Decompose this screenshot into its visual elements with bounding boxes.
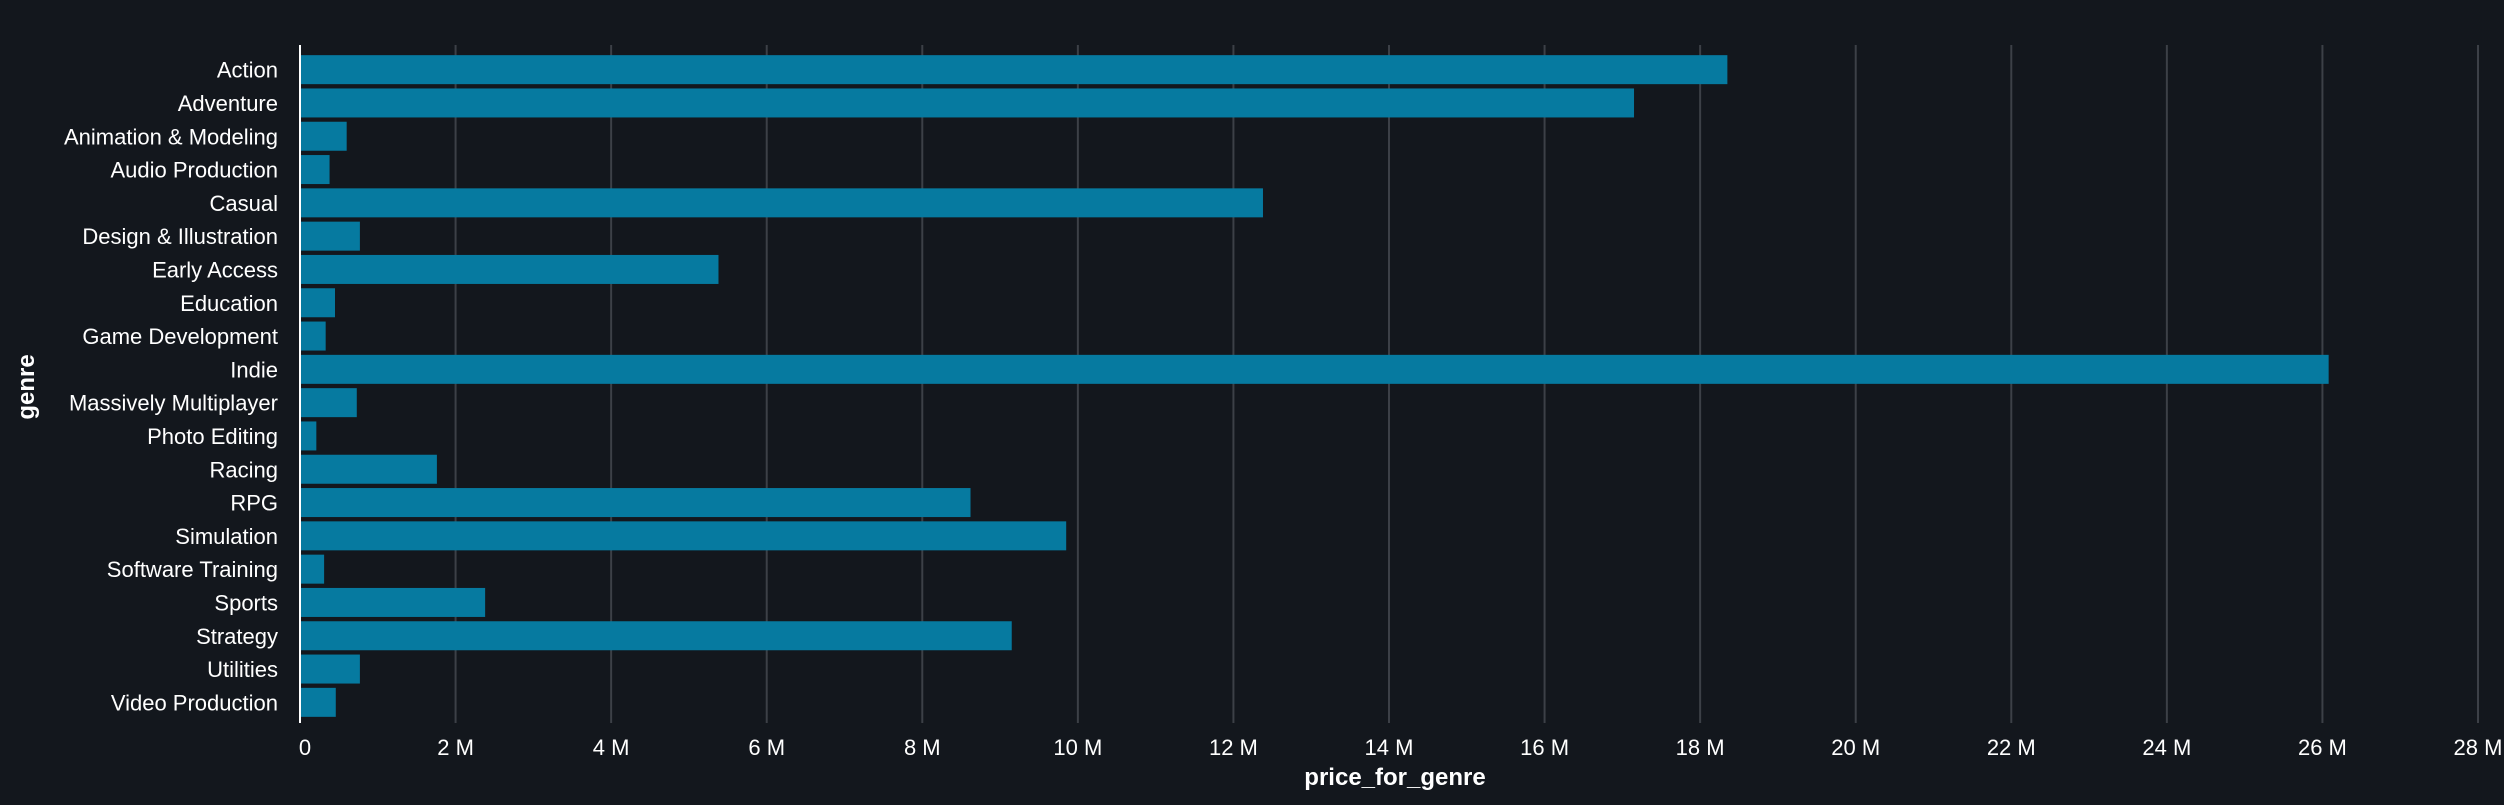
x-tick-label: 12 M bbox=[1209, 735, 1258, 760]
category-label: Massively Multiplayer bbox=[69, 391, 278, 416]
category-label: Utilities bbox=[207, 657, 278, 682]
bar bbox=[300, 554, 325, 584]
bar-layer bbox=[300, 55, 2329, 717]
x-tick-label: 16 M bbox=[1520, 735, 1569, 760]
x-tick-label: 14 M bbox=[1365, 735, 1414, 760]
bar bbox=[300, 188, 1263, 218]
bar bbox=[300, 321, 326, 351]
x-tick-labels: 0 2 M 4 M 6 M 8 M 10 M 12 M 14 M 16 M 18 M 20 M 22 … bbox=[299, 735, 2503, 760]
bar bbox=[300, 354, 2329, 384]
bar bbox=[300, 654, 360, 684]
y-axis-title: genre bbox=[13, 354, 40, 419]
x-axis-title: price_for_genre bbox=[1304, 764, 1485, 791]
x-tick-label: 8 M bbox=[904, 735, 941, 760]
bar bbox=[300, 254, 719, 284]
bar bbox=[300, 121, 347, 151]
category-label: Game Development bbox=[82, 324, 278, 349]
category-label: Action bbox=[217, 58, 278, 83]
bar bbox=[300, 621, 1012, 651]
category-label: Education bbox=[180, 291, 278, 316]
x-tick-label: 2 M bbox=[437, 735, 474, 760]
category-labels: Action Adventure Animation & Modeling Audio… bbox=[64, 58, 278, 716]
bar bbox=[300, 221, 360, 251]
category-label: Audio Production bbox=[110, 158, 278, 183]
category-label: Sports bbox=[214, 590, 278, 615]
bar bbox=[300, 587, 486, 617]
category-label: Indie bbox=[230, 357, 278, 382]
bar bbox=[300, 521, 1067, 551]
category-label: Software Training bbox=[107, 557, 278, 582]
x-tick-label: 26 M bbox=[2298, 735, 2347, 760]
category-label: RPG bbox=[230, 491, 278, 516]
x-tick-label: 10 M bbox=[1053, 735, 1102, 760]
category-label: Casual bbox=[210, 191, 278, 216]
bar bbox=[300, 388, 357, 418]
category-label: Strategy bbox=[196, 624, 278, 649]
bar bbox=[300, 454, 437, 484]
category-label: Simulation bbox=[175, 524, 278, 549]
bar bbox=[300, 55, 1728, 85]
bar bbox=[300, 288, 336, 318]
x-tick-label: 28 M bbox=[2454, 735, 2503, 760]
bar bbox=[300, 687, 336, 717]
bar bbox=[300, 421, 317, 451]
x-tick-label: 0 bbox=[299, 735, 311, 760]
x-tick-label: 6 M bbox=[748, 735, 785, 760]
category-label: Video Production bbox=[111, 690, 278, 715]
grid-layer bbox=[454, 45, 2479, 723]
x-tick-label: 4 M bbox=[593, 735, 630, 760]
bar bbox=[300, 488, 971, 518]
x-tick-label: 18 M bbox=[1676, 735, 1725, 760]
x-tick-label: 20 M bbox=[1831, 735, 1880, 760]
bar bbox=[300, 88, 1635, 118]
category-label: Photo Editing bbox=[147, 424, 278, 449]
category-label: Design & Illustration bbox=[82, 224, 278, 249]
category-label: Animation & Modeling bbox=[64, 124, 278, 149]
x-tick-label: 22 M bbox=[1987, 735, 2036, 760]
x-tick-label: 24 M bbox=[2142, 735, 2191, 760]
category-label: Adventure bbox=[178, 91, 278, 116]
category-label: Racing bbox=[210, 457, 278, 482]
bar bbox=[300, 155, 330, 185]
category-label: Early Access bbox=[152, 257, 278, 282]
